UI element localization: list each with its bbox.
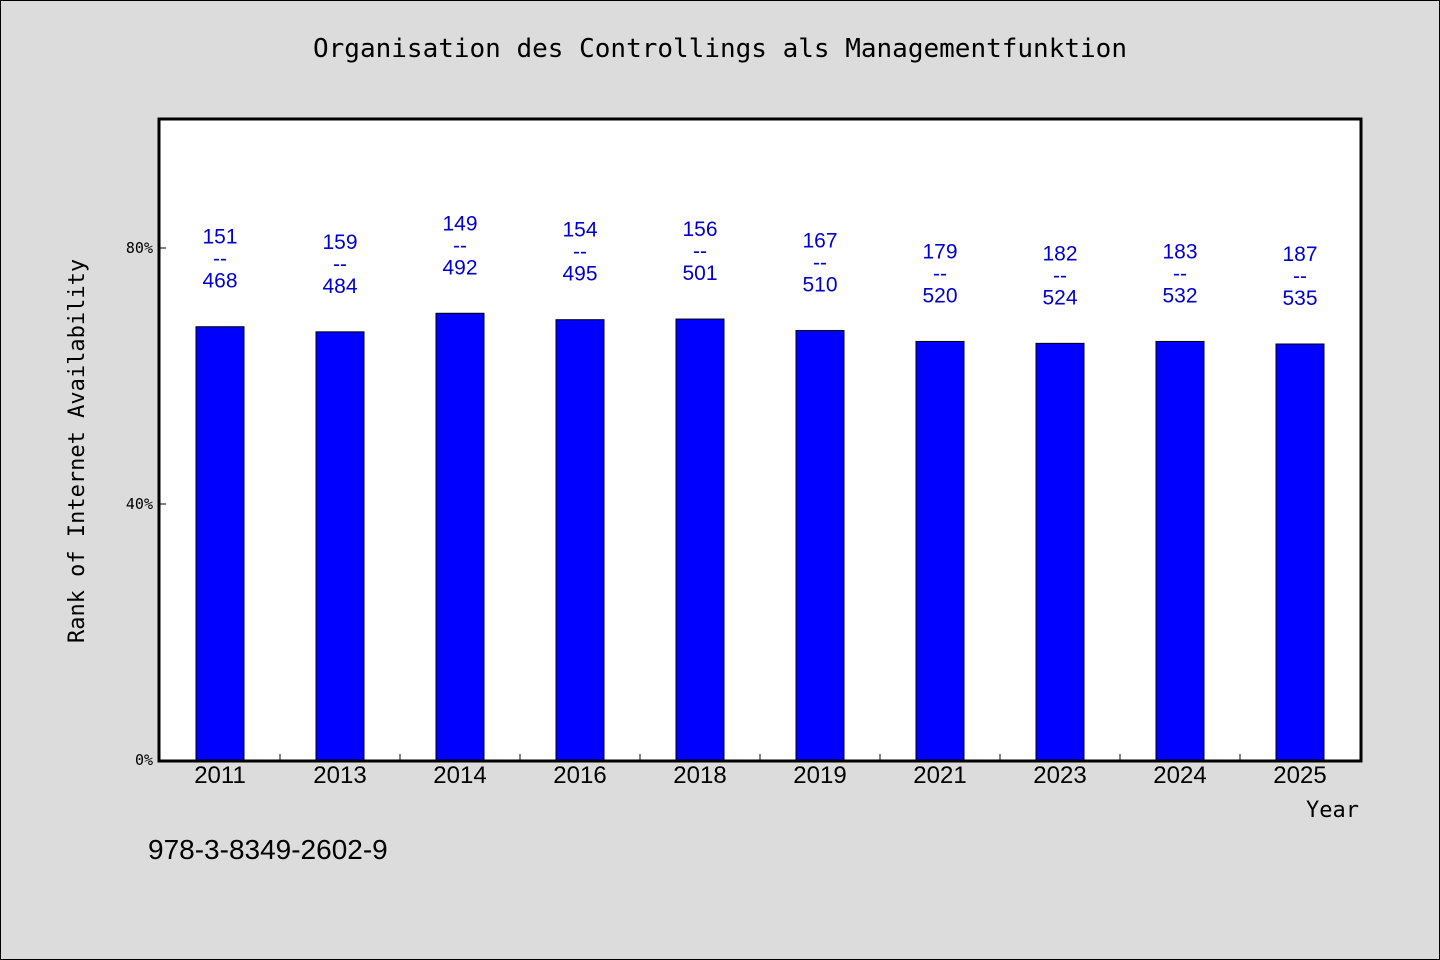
data-label: 179: [922, 240, 957, 263]
x-tick-label: 2019: [793, 762, 846, 789]
x-tick-label: 2016: [553, 762, 606, 789]
y-tick-label: 80%: [126, 239, 153, 257]
bar: [195, 326, 245, 761]
data-label: 510: [802, 274, 837, 297]
data-label: --: [333, 253, 347, 276]
x-tick-label: 2025: [1273, 762, 1326, 789]
chart-title: Organisation des Controllings als Manage…: [313, 34, 1127, 64]
bar: [915, 340, 965, 761]
data-label: 535: [1282, 287, 1317, 310]
data-label: 468: [202, 270, 237, 293]
isbn-text: 978-3-8349-2602-9: [148, 834, 388, 865]
data-label: --: [813, 252, 827, 275]
bar-series: [195, 312, 1325, 761]
y-tick-label: 0%: [135, 751, 153, 769]
bar: [1275, 343, 1325, 761]
data-label: --: [1053, 264, 1067, 287]
data-label: 495: [562, 263, 597, 286]
data-label: 532: [1162, 284, 1197, 307]
data-label: 156: [682, 218, 717, 241]
x-tick-label: 2013: [313, 762, 366, 789]
data-label: --: [933, 262, 947, 285]
data-label: 154: [562, 219, 597, 242]
bar: [435, 312, 485, 761]
data-label: 149: [442, 212, 477, 235]
data-label: 182: [1042, 242, 1077, 265]
bar: [1035, 342, 1085, 761]
data-label: --: [1293, 265, 1307, 288]
data-label: 501: [682, 262, 717, 285]
x-axis-ticks: 2011 2013 2014 2016 2018 2019 2021 2023 2024 2025: [194, 754, 1327, 789]
x-tick-label: 2011: [194, 762, 246, 789]
data-label: 159: [322, 231, 357, 254]
y-tick-label: 40%: [126, 495, 153, 513]
data-label: --: [573, 241, 587, 264]
bar: [555, 319, 605, 761]
data-label: 183: [1162, 240, 1197, 263]
data-label: 167: [802, 230, 837, 253]
bar: [795, 330, 845, 761]
x-axis-title: Year: [1306, 798, 1359, 823]
data-label: 484: [322, 275, 357, 298]
data-label: 187: [1282, 243, 1317, 266]
data-label: --: [453, 234, 467, 257]
x-tick-label: 2023: [1033, 762, 1086, 789]
data-label: --: [693, 240, 707, 263]
data-label: 520: [922, 284, 957, 307]
x-tick-label: 2024: [1153, 762, 1206, 789]
data-label: 524: [1042, 286, 1077, 309]
data-label: --: [1173, 262, 1187, 285]
data-label: 151: [202, 226, 237, 249]
x-tick-label: 2014: [433, 762, 486, 789]
y-axis-title: Rank of Internet Availability: [65, 259, 90, 643]
x-tick-label: 2018: [673, 762, 726, 789]
y-axis-ticks: 0% 40% 80%: [126, 239, 166, 769]
bar: [1155, 340, 1205, 761]
bar: [315, 331, 365, 761]
x-tick-label: 2021: [913, 762, 966, 789]
data-labels: 151--468159--484149--492154--495156--501…: [202, 212, 1317, 310]
data-label: 492: [442, 256, 477, 279]
bar: [675, 318, 725, 761]
data-label: --: [213, 248, 227, 271]
